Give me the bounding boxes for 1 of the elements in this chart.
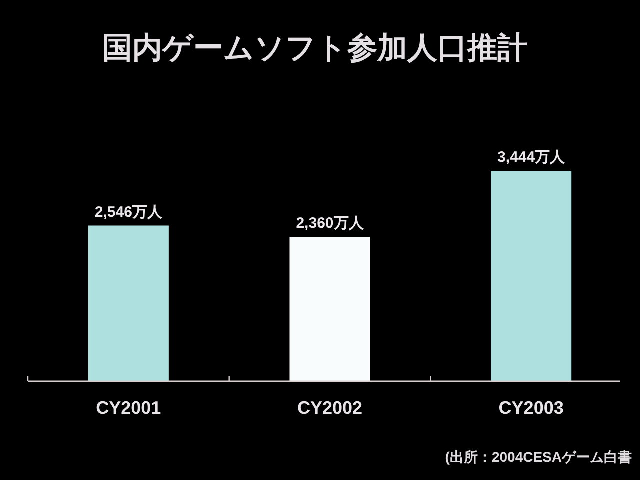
title: 国内ゲームソフト参加人口推計 [102,32,528,65]
